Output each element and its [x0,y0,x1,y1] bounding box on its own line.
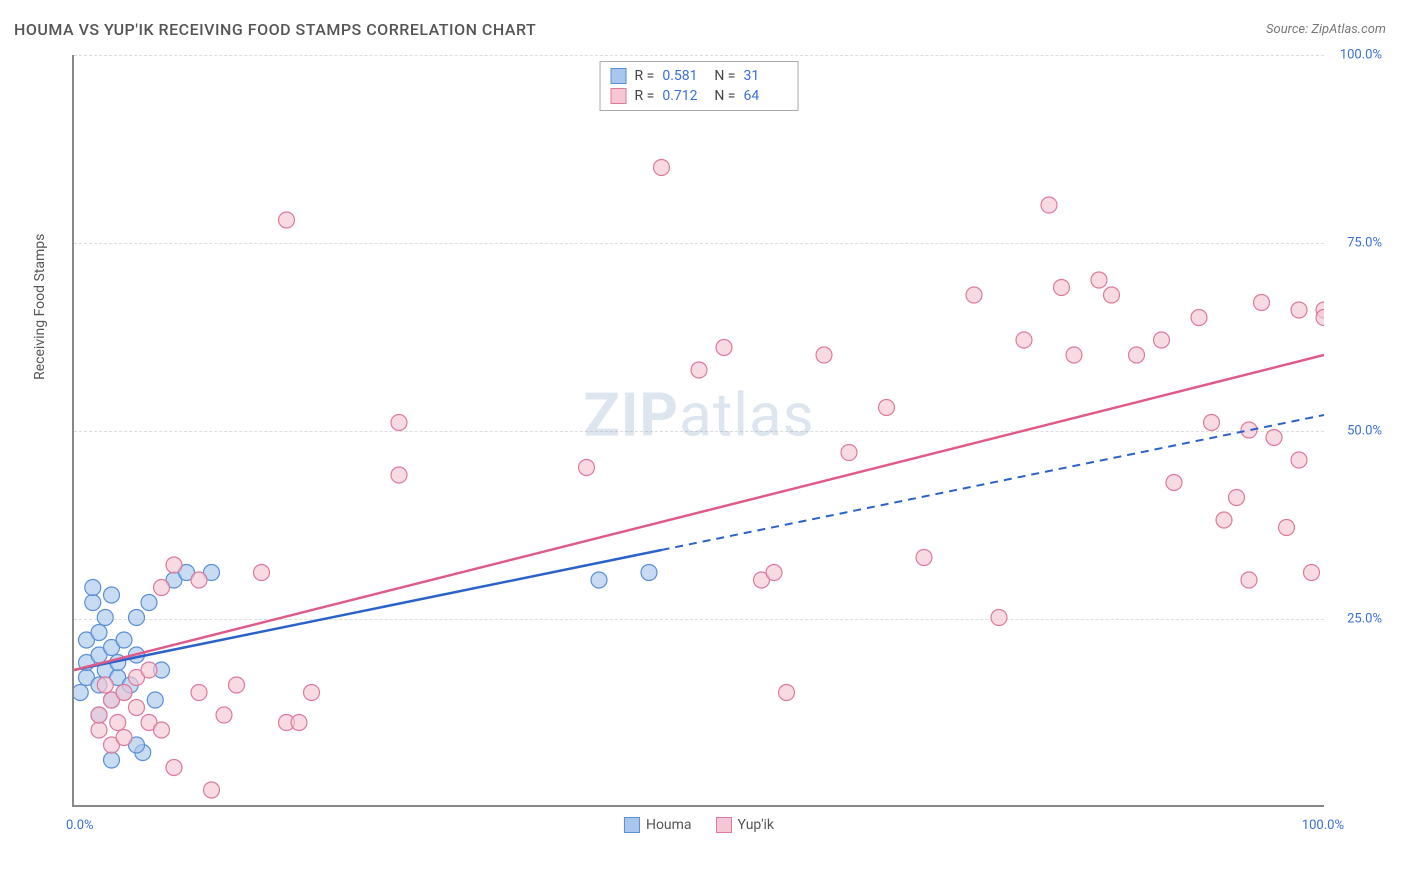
series-legend: Houma Yup'ik [624,817,774,833]
legend-row-yupik: R =0.712 N =64 [611,86,788,106]
ytick-label: 75.0% [1347,236,1382,251]
legend-item-yupik: Yup'ik [716,817,774,833]
legend-item-houma: Houma [624,817,692,833]
source-label: Source: ZipAtlas.com [1266,22,1386,37]
scatter-svg [74,55,1324,805]
yupik-swatch [611,88,627,104]
houma-swatch-icon [624,817,640,833]
ytick-label: 50.0% [1347,424,1382,439]
chart-container: Receiving Food Stamps ZIPatlas R =0.581 … [50,55,1350,835]
ytick-label: 25.0% [1347,612,1382,627]
y-axis-label: Receiving Food Stamps [32,234,48,380]
xtick-0: 0.0% [66,818,94,833]
chart-title: HOUMA VS YUP'IK RECEIVING FOOD STAMPS CO… [14,20,536,39]
legend-row-houma: R =0.581 N =31 [611,66,788,86]
houma-swatch [611,68,627,84]
ytick-label: 100.0% [1340,48,1382,63]
plot-area: ZIPatlas R =0.581 N =31 R =0.712 N =64 H… [72,55,1324,807]
xtick-100: 100.0% [1302,818,1344,833]
legend-label-yupik: Yup'ik [738,817,774,833]
correlation-legend: R =0.581 N =31 R =0.712 N =64 [600,61,799,111]
yupik-swatch-icon [716,817,732,833]
legend-label-houma: Houma [646,817,692,833]
